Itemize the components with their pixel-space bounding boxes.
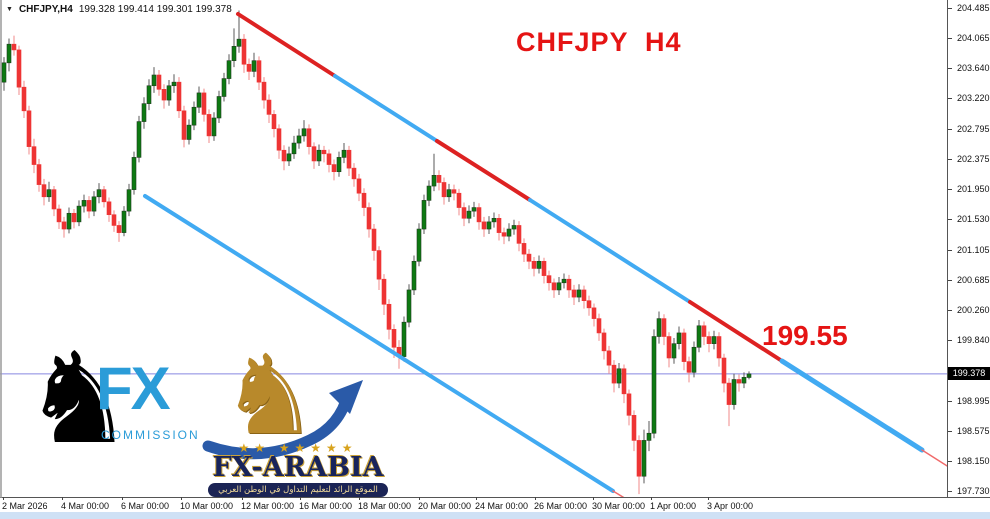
time-axis-label: 16 Mar 00:00 [299, 497, 352, 511]
axis-tick [948, 430, 952, 432]
axis-tick [419, 497, 420, 500]
axis-tick [948, 249, 952, 251]
time-axis-label: 20 Mar 00:00 [418, 497, 471, 511]
price-level-annotation: 199.55 [762, 320, 848, 351]
price-axis-label: 199.840 [948, 335, 990, 345]
time-axis[interactable]: 2 Mar 2026 4 Mar 00:00 6 Mar 00:00 10 Mar 0… [0, 497, 947, 512]
price-axis-label: 204.065 [948, 33, 990, 43]
axis-tick [948, 189, 952, 191]
time-axis-label: 2 Mar 2026 [2, 497, 48, 511]
axis-tick [535, 497, 536, 500]
candles [1, 10, 752, 495]
axis-tick [708, 497, 709, 500]
price-axis-label: 203.220 [948, 93, 990, 103]
time-axis-label: 26 Mar 00:00 [534, 497, 587, 511]
gold-stars: ★★ ★★★★★ [238, 441, 358, 455]
price-axis-label: 200.685 [948, 275, 990, 285]
axis-tick [300, 497, 301, 500]
price-axis-label: 200.260 [948, 305, 990, 315]
axis-tick [948, 219, 952, 221]
axis-tick [948, 400, 952, 402]
fx-arabia-logo: ♞ ★★ ★★★★★ FX-ARABIA الموقع الرائد لتعلي… [198, 331, 398, 500]
axis-tick [948, 98, 952, 100]
time-axis-label: 4 Mar 00:00 [61, 497, 109, 511]
time-axis-label: 18 Mar 00:00 [358, 497, 411, 511]
axis-tick [359, 497, 360, 500]
fx-commission-wordmark: FX [96, 355, 171, 422]
price-axis-label: 202.795 [948, 124, 990, 134]
axis-tick [948, 128, 952, 130]
symbol-period-label: CHFJPY,H4 [18, 4, 73, 15]
time-axis-label: 10 Mar 00:00 [180, 497, 233, 511]
axis-tick [593, 497, 594, 500]
trendlines[interactable] [143, 12, 952, 505]
price-axis-label: 198.150 [948, 456, 990, 466]
price-axis-label: 201.950 [948, 184, 990, 194]
price-axis[interactable]: 204.485 204.065 203.640 203.220 202.795 202.3… [948, 0, 990, 497]
time-axis-label: 30 Mar 00:00 [592, 497, 645, 511]
price-axis-label: 201.530 [948, 214, 990, 224]
time-axis-label: 12 Mar 00:00 [241, 497, 294, 511]
axis-tick [948, 340, 952, 342]
price-axis-label: 202.375 [948, 154, 990, 164]
fx-commission-logo: ♞ FX COMMISSION [22, 336, 198, 472]
time-axis-label: 3 Apr 00:00 [707, 497, 753, 511]
fx-commission-subtitle: COMMISSION [101, 428, 200, 442]
time-axis-label: 24 Mar 00:00 [475, 497, 528, 511]
price-axis-label: 197.730 [948, 486, 990, 496]
price-axis-label: 204.485 [948, 3, 990, 13]
axis-tick [651, 497, 652, 500]
axis-tick [242, 497, 243, 500]
chart-ohlc-readout: ▼ CHFJPY,H4 199.328 199.414 199.301 199.… [6, 4, 232, 15]
axis-tick [476, 497, 477, 500]
axis-tick [948, 68, 952, 70]
price-axis-label: 198.995 [948, 396, 990, 406]
chart-title-annotation: CHFJPY H4 [516, 27, 682, 57]
current-price-tag: 199.378 [948, 367, 990, 380]
axis-tick [948, 7, 952, 9]
window-bottom-edge [0, 512, 990, 519]
axis-tick [948, 491, 952, 493]
black-horse-icon: ♞ [22, 325, 135, 472]
axis-tick [948, 310, 952, 312]
price-axis-label: 198.575 [948, 426, 990, 436]
chevron-down-icon[interactable]: ▼ [6, 6, 13, 13]
axis-tick [3, 497, 4, 500]
time-axis-label: 6 Mar 00:00 [121, 497, 169, 511]
axis-tick [122, 497, 123, 500]
axis-tick [948, 37, 952, 39]
axis-tick [948, 158, 952, 160]
golden-horse-icon: ♞ [220, 331, 319, 459]
axis-tick [948, 461, 952, 463]
fx-arabia-tagline: الموقع الرائد لتعليم التداول في الوطن ال… [208, 483, 388, 497]
blue-swoosh-arrow-icon [202, 380, 363, 460]
axis-tick [181, 497, 182, 500]
ohlc-values: 199.328 199.414 199.301 199.378 [78, 4, 232, 15]
axis-tick [62, 497, 63, 500]
axis-tick [948, 279, 952, 281]
time-axis-label: 1 Apr 00:00 [650, 497, 696, 511]
fx-arabia-wordmark: FX-ARABIA [212, 452, 384, 483]
price-axis-label: 203.640 [948, 63, 990, 73]
price-axis-label: 201.105 [948, 245, 990, 255]
